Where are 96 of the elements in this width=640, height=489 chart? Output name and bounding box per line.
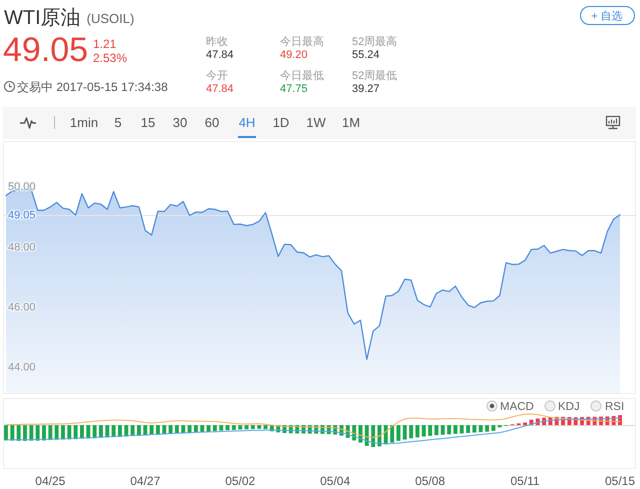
text: 1.21 bbox=[93, 37, 117, 51]
bar bbox=[54, 425, 59, 440]
bar bbox=[4, 425, 8, 440]
bar bbox=[257, 425, 262, 429]
text: 昨收 bbox=[206, 36, 228, 48]
y-tick-label: 48.00 bbox=[8, 241, 36, 254]
text: 2.53% bbox=[93, 51, 128, 65]
bar bbox=[226, 425, 230, 430]
bar bbox=[10, 425, 14, 441]
bar bbox=[390, 425, 394, 443]
bar bbox=[466, 425, 470, 434]
x-tick-label: 04/27 bbox=[130, 474, 161, 488]
text: MACD bbox=[500, 401, 534, 413]
bar bbox=[174, 425, 179, 434]
bar bbox=[61, 425, 65, 440]
text: + 自选 bbox=[591, 10, 623, 22]
bar bbox=[453, 425, 458, 434]
bar bbox=[156, 425, 160, 435]
text: 5 bbox=[114, 115, 122, 130]
text: 47.84 bbox=[206, 83, 234, 95]
text: WTI原油 bbox=[4, 7, 81, 29]
text: 4H bbox=[238, 115, 256, 130]
bar bbox=[42, 425, 46, 440]
text: 1D bbox=[272, 115, 290, 130]
bar bbox=[194, 425, 198, 432]
text: 1min bbox=[70, 115, 98, 130]
text: 60 bbox=[204, 115, 220, 130]
bar bbox=[485, 425, 490, 432]
text: 今日最低 bbox=[280, 70, 324, 82]
bar bbox=[447, 425, 452, 434]
text: 49.20 bbox=[280, 49, 308, 61]
text: 今日最高 bbox=[280, 35, 324, 48]
bar bbox=[36, 425, 40, 441]
bar bbox=[150, 425, 154, 435]
bar bbox=[396, 425, 400, 441]
text: (USOIL) bbox=[86, 11, 134, 26]
y-tick-label: 44.00 bbox=[8, 362, 36, 374]
bar bbox=[238, 425, 242, 430]
bar bbox=[415, 425, 420, 438]
bar bbox=[364, 425, 369, 446]
text: 52周最低 bbox=[352, 70, 398, 82]
bar bbox=[118, 425, 122, 437]
bar bbox=[422, 425, 426, 437]
x-tick-label: 04/25 bbox=[35, 474, 66, 488]
x-tick-label: 05/04 bbox=[320, 474, 350, 488]
bar bbox=[460, 425, 464, 434]
bar bbox=[130, 425, 135, 436]
y-tick-label: 46.00 bbox=[8, 302, 36, 314]
bar bbox=[29, 425, 34, 441]
x-tick-label: 05/08 bbox=[415, 474, 446, 488]
bar bbox=[92, 425, 97, 438]
bar bbox=[428, 425, 432, 436]
bar bbox=[264, 425, 268, 430]
text: 39.27 bbox=[352, 83, 380, 95]
ref-line-label: 49.05 bbox=[8, 210, 36, 222]
bar bbox=[440, 425, 445, 435]
x-tick-label: 05/15 bbox=[604, 474, 636, 488]
text: 47.75 bbox=[280, 83, 308, 95]
bar bbox=[188, 425, 192, 433]
bar bbox=[250, 425, 255, 430]
text: 47.84 bbox=[206, 49, 234, 61]
text: 15 bbox=[140, 115, 156, 130]
bar bbox=[378, 425, 382, 446]
bar bbox=[523, 422, 528, 426]
bar bbox=[136, 425, 141, 436]
text: 今开 bbox=[206, 70, 228, 82]
text: 55.24 bbox=[352, 49, 380, 61]
bar bbox=[206, 425, 211, 432]
bar bbox=[48, 425, 52, 440]
text: 49.05 bbox=[3, 31, 88, 69]
bar bbox=[80, 425, 84, 439]
bar bbox=[232, 425, 236, 430]
bar bbox=[402, 425, 407, 440]
bar bbox=[472, 425, 476, 433]
x-tick-label: 05/11 bbox=[510, 474, 540, 488]
text: KDJ bbox=[558, 401, 580, 413]
bar bbox=[16, 425, 21, 441]
x-tick-label: 05/02 bbox=[225, 474, 256, 488]
text: 交易中 2017-05-15 17:34:38 bbox=[17, 80, 168, 94]
bar bbox=[491, 425, 496, 431]
bar bbox=[212, 425, 217, 432]
bar bbox=[23, 425, 27, 441]
text: RSI bbox=[605, 401, 624, 413]
bar bbox=[112, 425, 116, 438]
bar bbox=[67, 425, 72, 440]
bar bbox=[98, 425, 103, 438]
text: 30 bbox=[172, 115, 188, 130]
bar bbox=[409, 425, 414, 438]
bar bbox=[86, 425, 90, 438]
bar bbox=[434, 425, 438, 436]
bar bbox=[74, 425, 78, 440]
text: 52周最高 bbox=[352, 35, 398, 48]
bar bbox=[219, 425, 224, 431]
bar bbox=[244, 425, 248, 430]
text: 1M bbox=[342, 115, 360, 130]
text: 1W bbox=[306, 115, 326, 130]
